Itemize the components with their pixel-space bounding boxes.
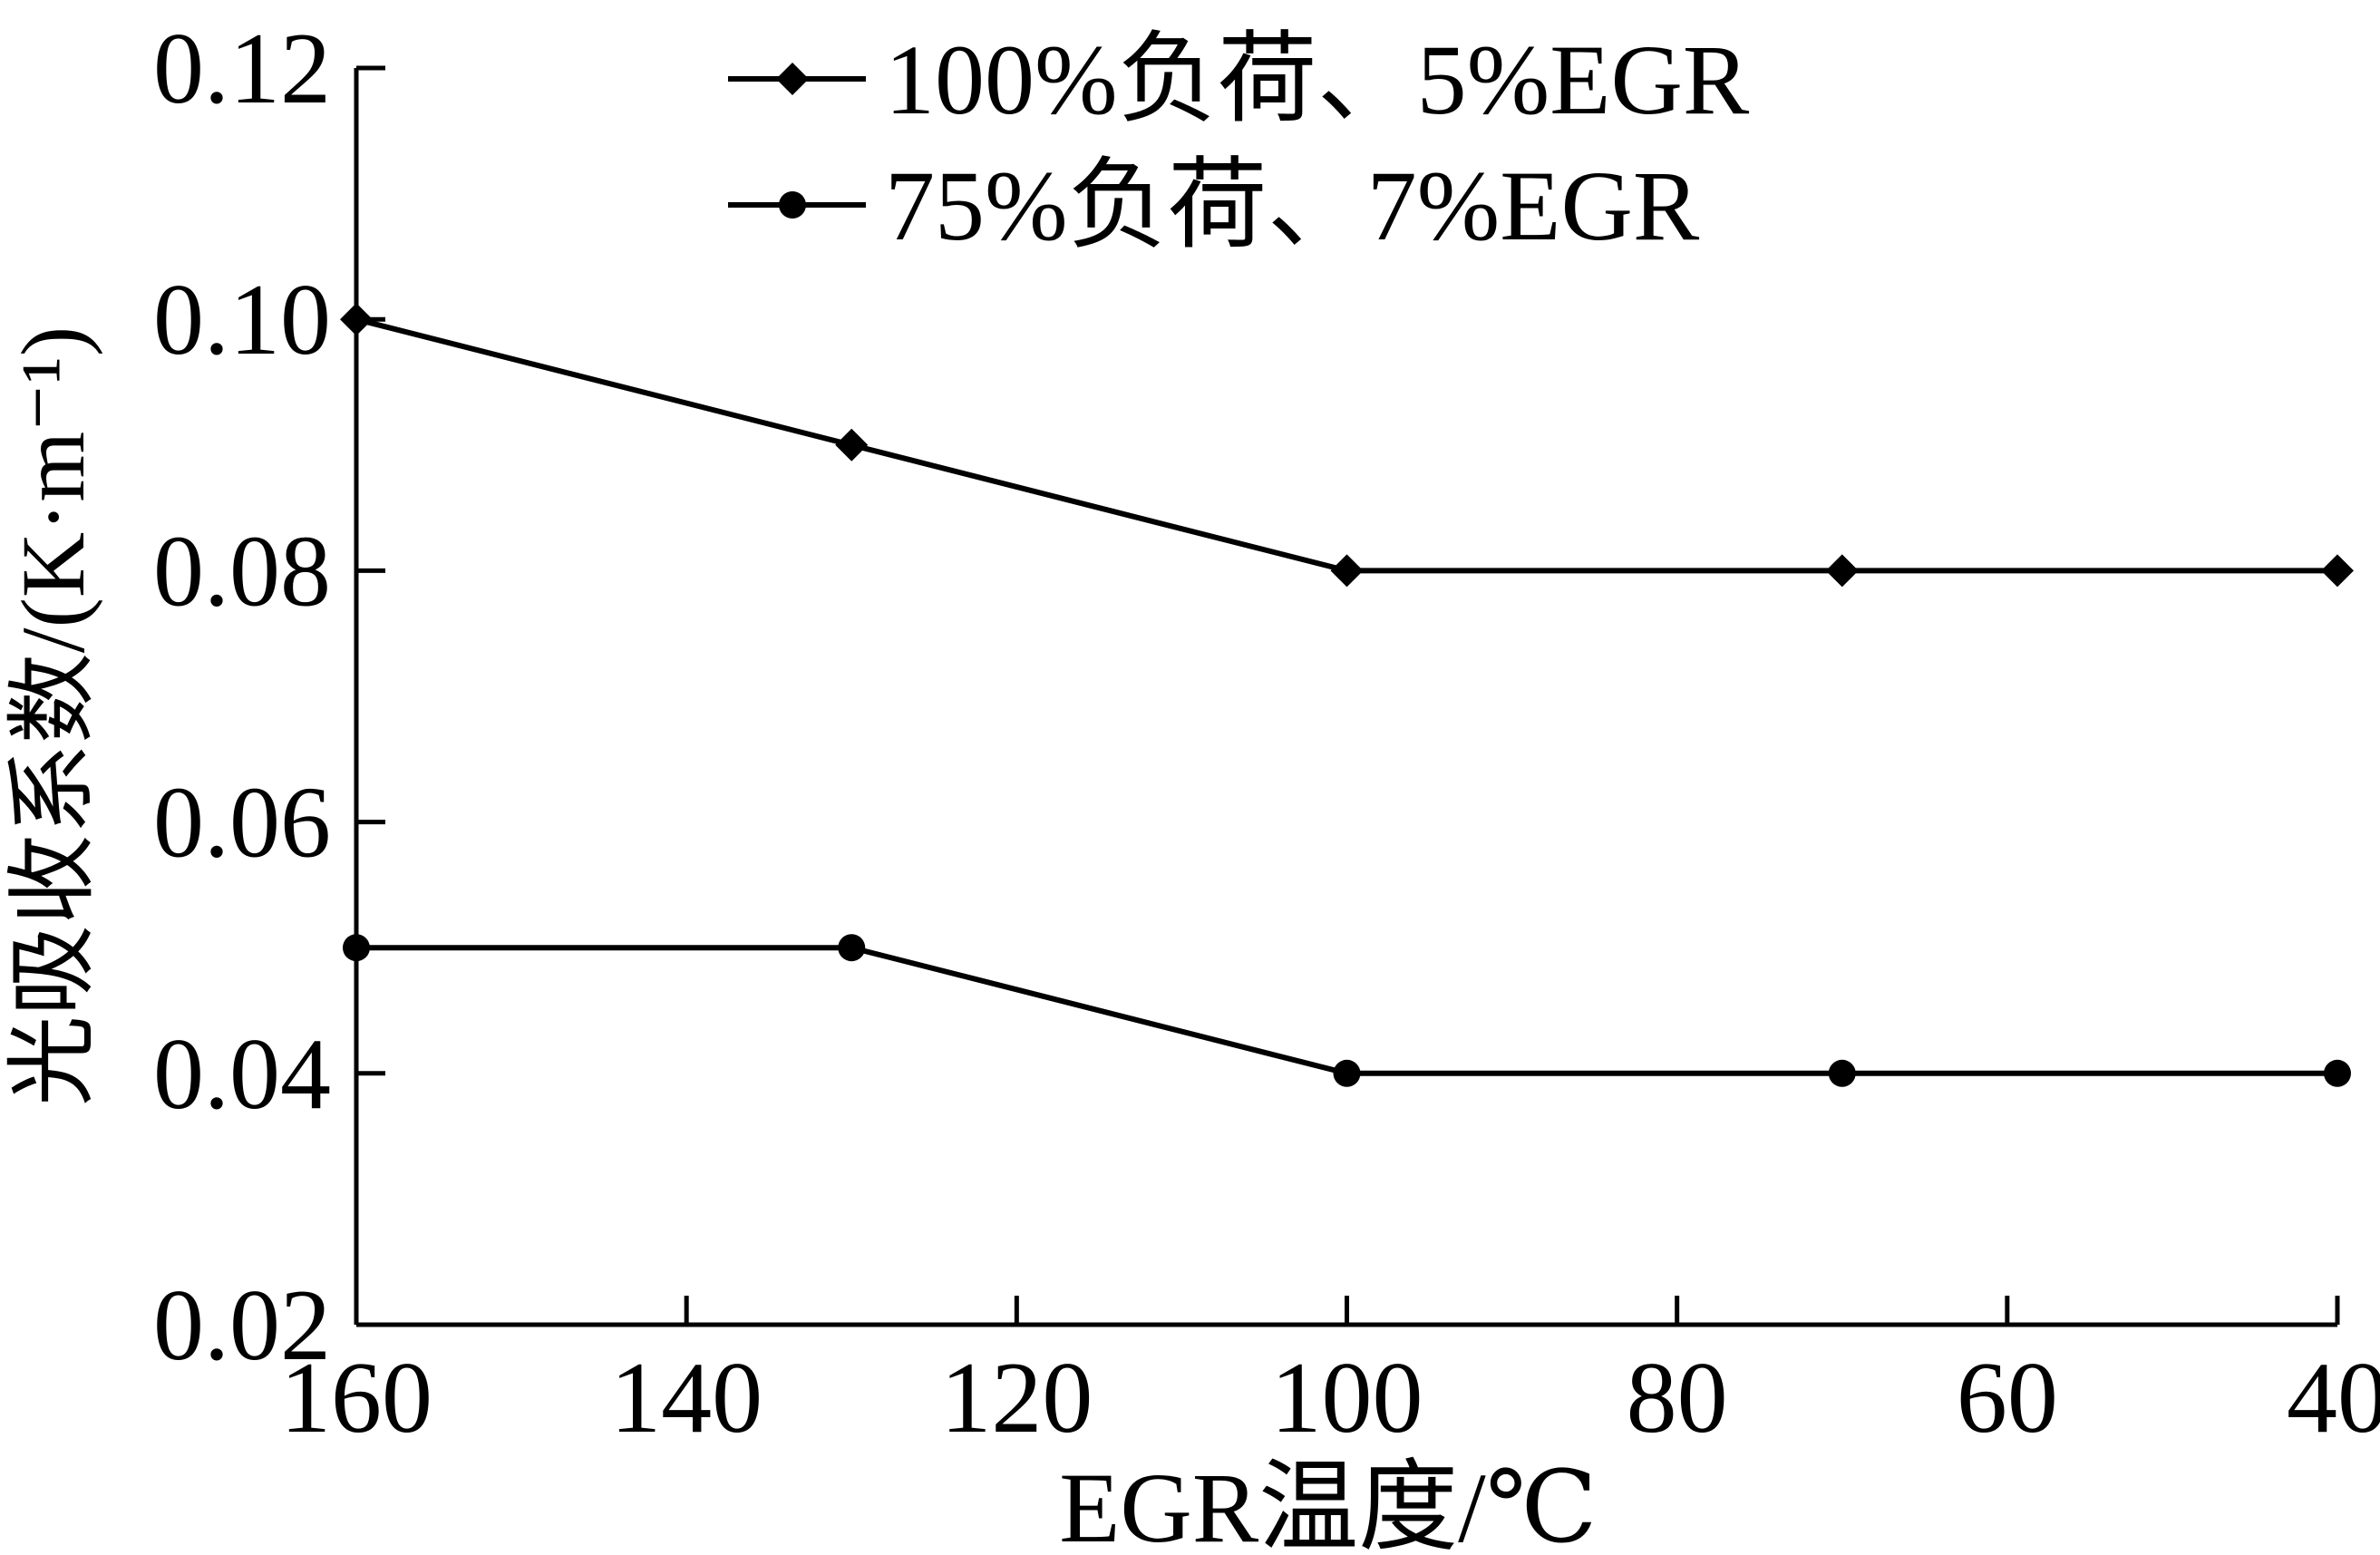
series-group <box>340 303 2354 1087</box>
legend-label-1: 100%负荷、5%EGR <box>885 24 1750 135</box>
x-tick-label: 140 <box>610 1342 763 1454</box>
x-tick-label: 100 <box>1271 1342 1423 1454</box>
legend-label-2: 75%负荷、7%EGR <box>885 151 1700 261</box>
y-tick-label: 0.04 <box>153 1018 331 1131</box>
series-line-2 <box>356 945 2337 1076</box>
y-tick-label: 0.06 <box>153 767 331 880</box>
x-tick-label: 60 <box>1957 1342 2058 1454</box>
x-tick-label: 40 <box>2287 1342 2380 1454</box>
x-tick-label: 160 <box>280 1342 432 1454</box>
data-point-1-1 <box>340 303 373 336</box>
y-tick-label: 0.12 <box>153 13 331 125</box>
data-point-2-5 <box>2324 1059 2351 1087</box>
data-point-2-1 <box>343 934 370 962</box>
legend-marker-2 <box>779 191 806 219</box>
data-point-1-4 <box>1825 554 1859 588</box>
data-point-2-3 <box>1333 1059 1361 1087</box>
legend-marker-1 <box>776 63 809 95</box>
y-tick-label: 0.08 <box>153 515 331 627</box>
x-tick-label: 80 <box>1627 1342 1728 1454</box>
y-tick-label: 0.02 <box>153 1269 331 1382</box>
y-axis-label: 光吸收系数/(K·m⁻¹) <box>3 326 103 1106</box>
legend: 100%负荷、5%EGR 75%负荷、7%EGR <box>728 24 1750 261</box>
data-point-2-4 <box>1828 1059 1856 1087</box>
ticks: 0.02 0.04 0.06 0.08 0.10 0.12 160 140 120 100 80 60… <box>153 13 2380 1454</box>
x-tick-label: 120 <box>940 1342 1093 1454</box>
data-point-1-3 <box>1330 554 1364 588</box>
data-point-1-2 <box>835 428 869 462</box>
data-point-1-5 <box>2321 554 2354 588</box>
data-point-2-2 <box>838 934 866 962</box>
series-line-1 <box>355 316 2337 574</box>
x-axis-label: EGR温度/℃ <box>1059 1453 1598 1555</box>
y-tick-label: 0.10 <box>153 264 331 376</box>
